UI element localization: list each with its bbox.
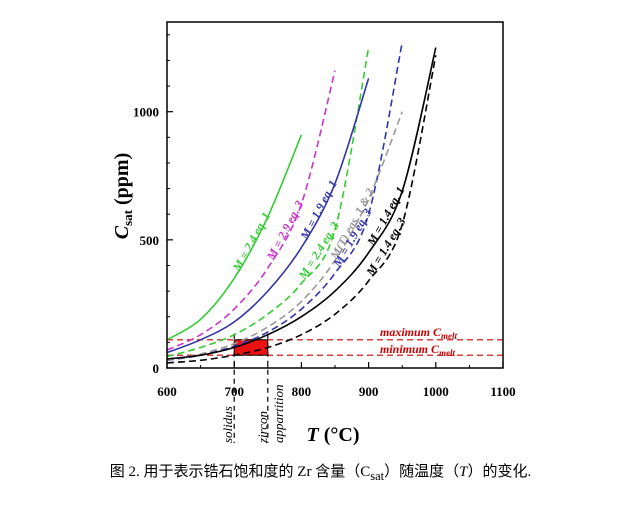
y-axis-label: Csat (ppm) xyxy=(111,153,135,239)
x-tick-label-600: 600 xyxy=(157,384,177,399)
series-m-1-4-eq-1 xyxy=(166,47,437,360)
max-cmelt-sub: melt xyxy=(441,331,457,341)
appartition-label: appartition xyxy=(271,384,286,443)
caption-t: T xyxy=(459,464,468,480)
x-tick-label-900: 900 xyxy=(359,384,379,399)
y-tick-label-0: 0 xyxy=(153,361,160,376)
caption-post: ）的变化. xyxy=(467,464,532,480)
label-m-2-4-eq-1: M = 2.4 eq. 1 xyxy=(229,210,273,275)
series-m-1-4-eq-3 xyxy=(166,55,437,364)
y-tick-label-1000: 1000 xyxy=(133,105,159,120)
series-lines xyxy=(166,42,437,364)
min-cmelt-sub: melt xyxy=(439,348,455,358)
x-axis-letter: T xyxy=(307,424,320,446)
solidus-label: solidus xyxy=(220,406,235,443)
series-m-2-4-eq-1 xyxy=(166,134,303,341)
series-m-2-4-eq-3 xyxy=(166,47,370,358)
x-tick-label-1000: 1000 xyxy=(423,384,449,399)
x-axis-unit: (°C) xyxy=(319,424,360,446)
x-axis-label: T (°C) xyxy=(307,424,360,446)
min-cmelt-main: minimum C xyxy=(380,342,440,356)
caption-pre: 图 2. 用于表示锆石饱和度的 Zr 含量（C xyxy=(109,464,371,480)
x-tick-label-1100: 1100 xyxy=(490,384,515,399)
max-cmelt-main: maximum C xyxy=(380,325,442,339)
x-tick-label-700: 700 xyxy=(224,384,244,399)
y-axis-letter: C xyxy=(111,225,133,239)
series-m-t-eqs-1-2 xyxy=(166,111,403,362)
zircon-label: zircon xyxy=(255,411,270,444)
y-axis-unit: (ppm) xyxy=(111,153,133,210)
x-tick-label-800: 800 xyxy=(292,384,312,399)
curve-labels: M = 2.4 eq. 1M = 2.9 eq. 3M = 2.4 eq. 3M… xyxy=(229,178,408,283)
axis-ticks: 600 700 800 900 1000 1100 0 500 1000 xyxy=(133,34,516,399)
figure-caption: 图 2. 用于表示锆石饱和度的 Zr 含量（Csat）随温度（T）的变化. xyxy=(0,460,641,484)
caption-sub: sat xyxy=(370,469,385,483)
y-axis-subscript: sat xyxy=(120,209,135,226)
y-tick-label-500: 500 xyxy=(140,233,160,248)
min-cmelt-label: minimum Cmelt xyxy=(380,342,456,358)
plot-frame xyxy=(166,21,504,369)
max-cmelt-label: maximum Cmelt xyxy=(380,325,458,341)
caption-mid: ）随温度（ xyxy=(384,464,460,480)
series-m-1-9-eq-3 xyxy=(166,42,403,362)
series-m-1-9-eq-1 xyxy=(166,78,370,354)
series-m-2-9-eq-3 xyxy=(166,70,336,351)
